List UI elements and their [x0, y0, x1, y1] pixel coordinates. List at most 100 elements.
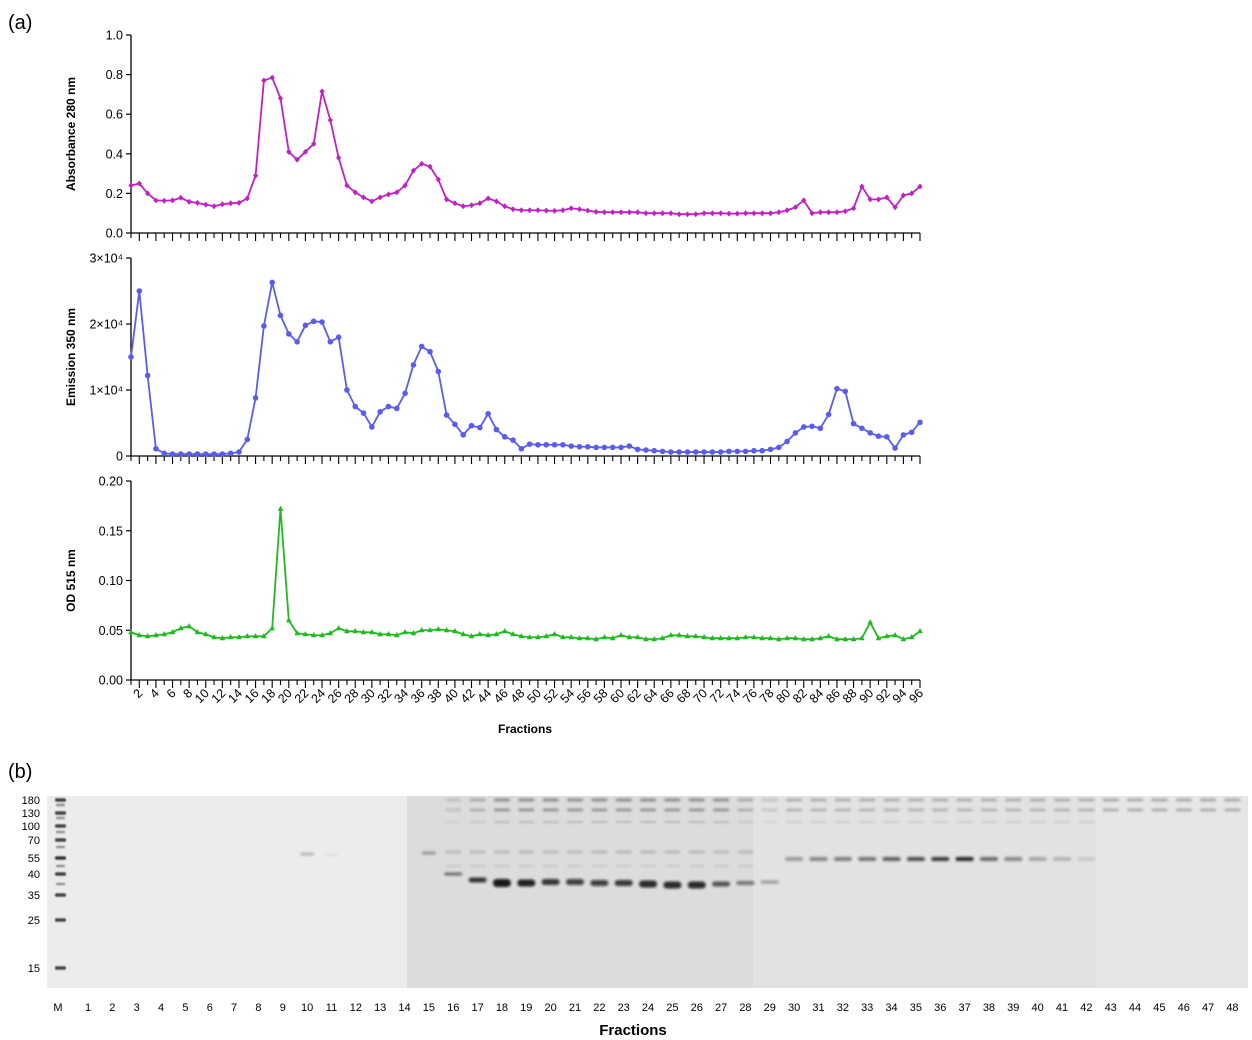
protein-band — [956, 808, 973, 812]
data-point — [800, 636, 807, 642]
protein-band — [1102, 798, 1119, 802]
protein-band — [883, 808, 900, 812]
data-point — [501, 628, 508, 634]
data-point — [543, 633, 550, 639]
protein-band — [493, 798, 510, 802]
data-point — [352, 189, 358, 196]
protein-band — [1005, 808, 1022, 812]
protein-band — [664, 865, 681, 867]
data-point — [360, 194, 367, 201]
gel-lane-labels: M 1 2 3 4 5 6 7 8 9 10 11 12 13 14 15 16 17 18 19 20 21 22 23 24… — [53, 1002, 1238, 1014]
protein-band — [445, 808, 462, 812]
data-point — [726, 210, 732, 217]
data-point — [352, 403, 359, 410]
data-point — [418, 627, 425, 633]
gel-bands — [55, 798, 1241, 970]
lane-label: 12 — [350, 1002, 362, 1014]
protein-band — [932, 798, 949, 802]
protein-band — [1005, 821, 1022, 823]
data-point — [302, 148, 309, 155]
data-point — [643, 447, 649, 453]
lane-label: 45 — [1153, 1002, 1165, 1014]
data-point — [443, 412, 450, 418]
data-point — [485, 410, 491, 417]
data-point — [460, 631, 467, 637]
protein-band — [591, 865, 608, 867]
data-point — [908, 634, 915, 640]
data-point — [385, 191, 392, 198]
data-point — [800, 424, 807, 430]
data-point — [402, 182, 408, 189]
y-axis-title: Absorbance 280 nm — [64, 77, 78, 191]
data-point — [252, 395, 259, 401]
protein-band — [1078, 798, 1095, 802]
data-point — [194, 451, 201, 457]
data-point — [277, 505, 284, 511]
lane-label: 34 — [885, 1002, 897, 1014]
protein-band — [1102, 808, 1119, 812]
data-point — [742, 448, 749, 455]
protein-band — [737, 808, 754, 812]
protein-band — [614, 880, 633, 886]
protein-band — [761, 808, 778, 812]
data-point — [294, 156, 300, 163]
data-point — [568, 443, 574, 449]
data-point — [410, 630, 417, 636]
data-point — [327, 630, 334, 636]
data-point — [817, 425, 824, 432]
data-point — [518, 633, 525, 639]
data-point — [335, 334, 342, 341]
data-point — [584, 635, 591, 641]
data-point — [327, 117, 333, 124]
protein-band — [567, 821, 583, 823]
protein-band — [492, 879, 511, 887]
data-point — [776, 636, 782, 642]
lane-label: 7 — [231, 1002, 237, 1014]
data-point — [393, 632, 400, 638]
protein-band — [1127, 798, 1144, 802]
ladder-band — [55, 824, 66, 828]
y-tick-label: 0.00 — [99, 674, 123, 688]
data-point — [618, 444, 624, 451]
data-point — [826, 209, 832, 216]
y-tick-label: 0.20 — [99, 475, 123, 489]
ladder-band — [56, 882, 65, 886]
data-point — [169, 451, 176, 457]
lane-label: 6 — [207, 1002, 213, 1014]
protein-band — [445, 865, 462, 867]
lane-label: 44 — [1129, 1002, 1141, 1014]
data-point — [859, 635, 865, 641]
ladder-band — [55, 811, 66, 815]
data-point — [311, 140, 317, 147]
y-axis-title: OD 515 nm — [64, 549, 78, 612]
data-point — [784, 207, 790, 214]
protein-band — [566, 879, 584, 885]
protein-band — [325, 854, 338, 856]
protein-band — [469, 808, 486, 812]
lane-label: 28 — [739, 1002, 751, 1014]
marker-weight-label: 70 — [28, 835, 40, 847]
data-point — [477, 631, 483, 637]
protein-band — [591, 850, 608, 854]
data-point — [319, 88, 325, 95]
data-point — [443, 627, 450, 633]
protein-band — [907, 798, 924, 802]
data-point — [518, 445, 525, 452]
y-tick-label: 3×10⁴ — [89, 252, 123, 266]
protein-band — [1200, 808, 1217, 812]
data-point — [668, 449, 674, 455]
data-point — [535, 634, 541, 640]
protein-band — [785, 857, 804, 861]
protein-band — [1028, 857, 1047, 861]
protein-band — [1151, 808, 1168, 812]
ladder-band — [55, 838, 66, 842]
data-point — [294, 339, 300, 345]
marker-weight-label: 130 — [22, 808, 40, 820]
lane-label: 14 — [398, 1002, 410, 1014]
protein-band — [1029, 821, 1046, 823]
data-point — [634, 634, 641, 640]
lane-label: 19 — [520, 1002, 532, 1014]
lane-label: 30 — [788, 1002, 800, 1014]
data-point — [585, 207, 591, 214]
